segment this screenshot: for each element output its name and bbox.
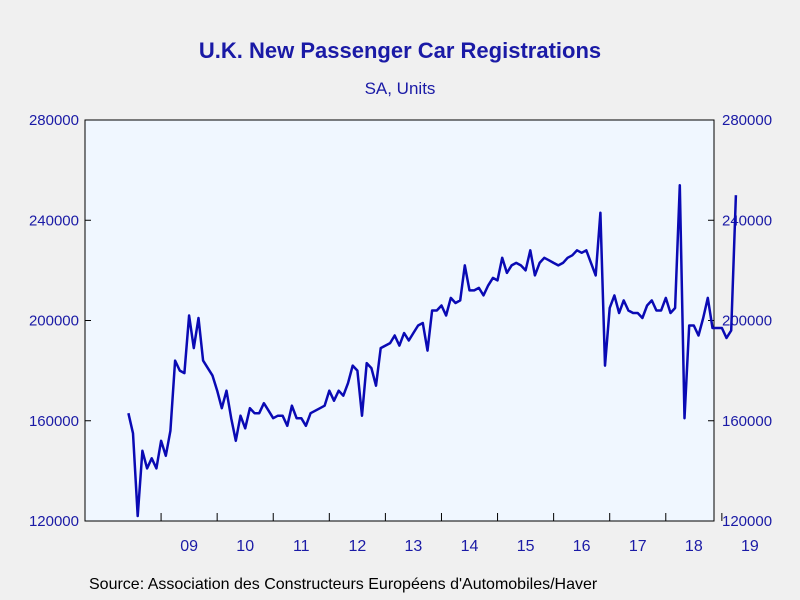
x-tick-label: 16 [573, 538, 591, 555]
y-tick-label-right: 240000 [722, 212, 772, 229]
chart-source: Source: Association des Constructeurs Eu… [89, 576, 598, 593]
y-tick-label-left: 280000 [29, 112, 79, 129]
x-tick-label: 10 [236, 538, 254, 555]
x-tick-label: 14 [461, 538, 479, 555]
x-tick-label: 11 [293, 538, 310, 555]
y-tick-label-right: 280000 [722, 112, 772, 129]
x-tick-label: 19 [741, 538, 759, 555]
plot-area [84, 119, 715, 522]
y-tick-label-right: 200000 [722, 313, 772, 330]
chart-subtitle: SA, Units [364, 79, 436, 98]
y-tick-label-left: 120000 [29, 513, 79, 530]
y-tick-label-right: 120000 [722, 513, 772, 530]
series-line [127, 183, 738, 518]
y-tick-label-right: 160000 [722, 413, 772, 430]
y-tick-label-left: 160000 [29, 413, 79, 430]
x-tick-label: 13 [405, 538, 423, 555]
chart-title: U.K. New Passenger Car Registrations [198, 38, 602, 63]
x-tick-label: 18 [685, 538, 703, 555]
x-tick-label: 15 [517, 538, 535, 555]
y-tick-label-left: 240000 [29, 212, 79, 229]
x-tick-label: 12 [348, 538, 366, 555]
x-tick-label: 09 [180, 538, 198, 555]
x-tick-label: 17 [629, 538, 647, 555]
y-tick-label-left: 200000 [29, 313, 79, 330]
